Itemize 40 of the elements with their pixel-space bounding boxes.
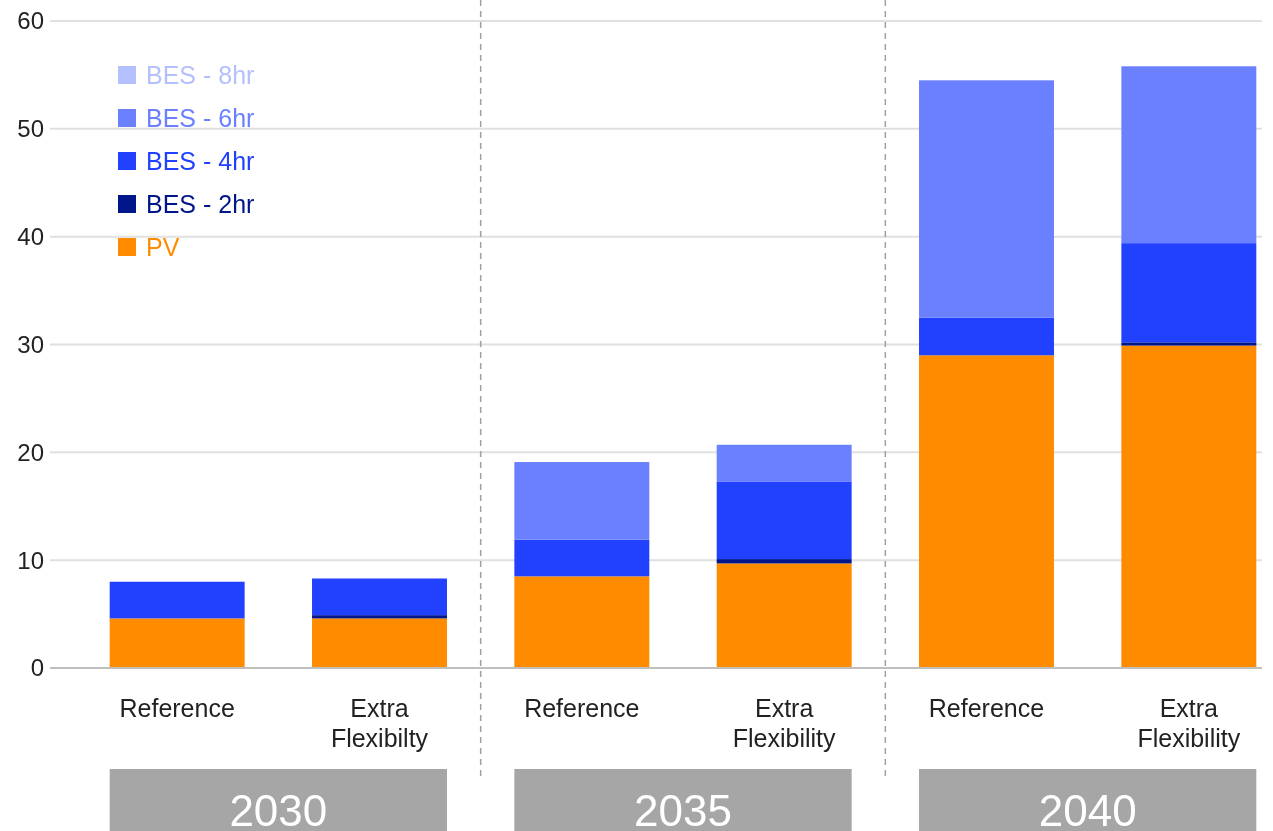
text: 2040	[1038, 786, 1137, 831]
y-tick-label: 50	[17, 115, 44, 143]
text: 2030	[229, 786, 328, 831]
bar	[716, 563, 852, 668]
bar	[312, 578, 447, 616]
y-tick-label: 20	[17, 438, 44, 466]
legend-label: PV	[146, 232, 180, 261]
bar	[716, 444, 852, 482]
x-tick-label: Extra Flexibility	[732, 694, 837, 752]
bar	[109, 618, 245, 668]
bar	[514, 462, 650, 540]
bar	[109, 581, 245, 619]
bar	[919, 355, 1054, 668]
legend-label: BES - 6hr	[146, 103, 255, 132]
x-tick-label: Reference	[524, 694, 640, 722]
text: 2035	[634, 786, 732, 831]
x-tick-label: Extra Flexibilty	[330, 694, 429, 752]
bar	[1121, 243, 1257, 343]
y-tick-label: 60	[17, 7, 44, 35]
bar	[514, 576, 650, 668]
y-tick-label: 40	[17, 223, 44, 251]
bar	[919, 317, 1054, 356]
bar	[919, 80, 1054, 318]
bar	[1121, 342, 1257, 346]
bar	[1121, 345, 1257, 668]
bar	[312, 618, 447, 668]
legend-label: BES - 2hr	[146, 189, 255, 218]
bar	[716, 481, 852, 560]
x-tick-label: Extra Flexibility	[1137, 694, 1241, 752]
x-tick-label: Reference	[119, 694, 235, 722]
y-tick-label: 0	[30, 654, 44, 682]
bar	[1121, 66, 1257, 244]
bar	[716, 559, 852, 564]
y-tick-label: 10	[17, 546, 44, 574]
legend-label: BES - 8hr	[146, 60, 255, 89]
bar	[312, 615, 447, 619]
legend-label: BES - 4hr	[146, 146, 255, 175]
bar	[514, 539, 650, 577]
y-tick-label: 30	[17, 330, 44, 358]
x-tick-label: Reference	[928, 694, 1045, 722]
